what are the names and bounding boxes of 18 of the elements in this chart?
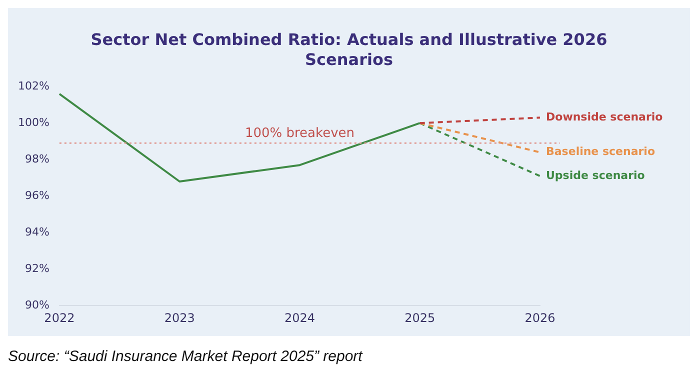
y-tick-label: 96% <box>24 188 50 202</box>
x-tick-label: 2025 <box>404 310 436 325</box>
y-tick-label: 100% <box>18 116 50 129</box>
chart-title: Sector Net Combined Ratio: Actuals and Illustrative 2026 Scenarios <box>90 30 608 70</box>
x-tick-label: 2023 <box>164 310 195 325</box>
y-tick-label: 94% <box>24 225 50 238</box>
x-tick-label: 2022 <box>44 310 75 325</box>
series-label: Baseline scenario <box>546 145 656 158</box>
y-tick-label: 98% <box>24 152 50 166</box>
x-tick-label: 2024 <box>284 310 315 325</box>
y-tick-label: 90% <box>24 298 50 312</box>
series-label: Downside scenario <box>546 110 664 124</box>
y-tick-label: 102% <box>18 79 50 92</box>
source-note: Source: “Saudi Insurance Market Report 2025” report <box>8 348 364 365</box>
ref-line-label: 100% breakeven <box>244 126 355 142</box>
series-label: Upside scenario <box>546 168 646 182</box>
x-tick-label: 2026 <box>524 310 556 325</box>
y-tick-label: 92% <box>24 262 50 275</box>
